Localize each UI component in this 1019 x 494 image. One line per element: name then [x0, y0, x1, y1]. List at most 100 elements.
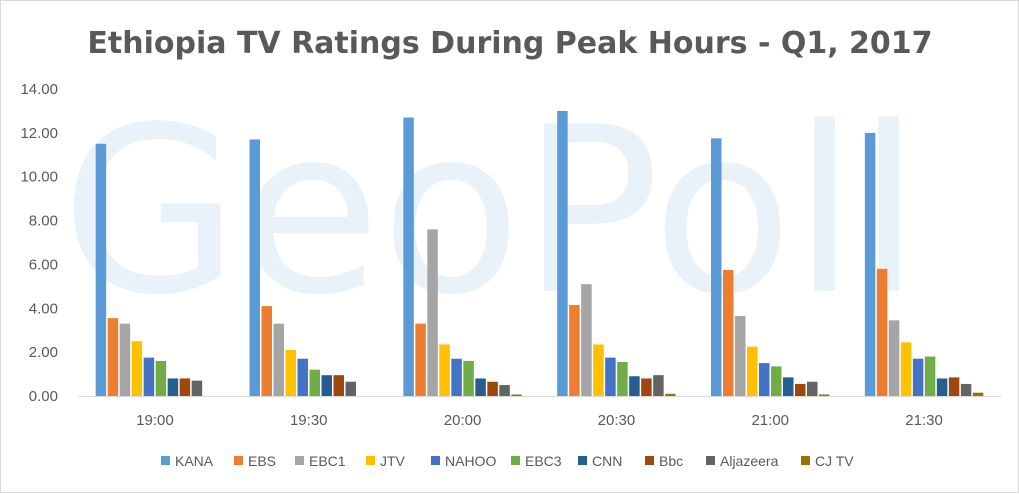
- chart-title: Ethiopia TV Ratings During Peak Hours - …: [87, 26, 932, 61]
- bar: [665, 393, 676, 396]
- legend-label: Bbc: [659, 453, 683, 469]
- legend-label: CNN: [592, 453, 622, 469]
- bar: [747, 346, 758, 396]
- bar: [819, 394, 830, 396]
- y-tick-label: 2.00: [29, 344, 58, 361]
- bar: [617, 362, 628, 396]
- bar: [261, 306, 272, 396]
- x-tick-label: 21:30: [905, 412, 943, 429]
- x-axis: 19:00 19:30 20:00 20:30 21:00 21:30: [136, 412, 943, 429]
- bar: [924, 356, 936, 396]
- bar: [807, 381, 818, 396]
- bar: [285, 349, 296, 396]
- legend-label: CJ TV: [815, 453, 854, 469]
- legend-swatch: [578, 456, 587, 465]
- bar: [131, 341, 143, 396]
- bar: [605, 357, 616, 396]
- bar: [179, 378, 191, 396]
- legend-swatch: [295, 456, 304, 465]
- y-tick-label: 12.00: [20, 125, 58, 142]
- bar: [771, 366, 782, 396]
- bar: [569, 304, 580, 396]
- bar: [95, 143, 107, 396]
- bar: [511, 394, 522, 396]
- x-tick-label: 20:30: [598, 412, 636, 429]
- y-tick-label: 8.00: [29, 213, 58, 230]
- legend: KANA EBS EBC1 JTV NAHOO EBC3 CNN Bbc Aljazeera CJ…: [161, 453, 854, 469]
- plot-area: [95, 110, 984, 396]
- bar: [427, 229, 438, 396]
- bar: [948, 377, 960, 396]
- legend-label: Aljazeera: [720, 453, 779, 469]
- bar: [653, 375, 664, 396]
- legend-swatch: [161, 456, 170, 465]
- bar: [119, 323, 131, 396]
- bar: [864, 132, 876, 396]
- legend-swatch: [706, 456, 715, 465]
- legend-label: NAHOO: [445, 453, 496, 469]
- bar: [641, 378, 652, 396]
- legend-label: EBS: [248, 453, 276, 469]
- bar: [155, 360, 167, 396]
- legend-swatch: [801, 456, 810, 465]
- legend-swatch: [431, 456, 440, 465]
- legend-swatch: [645, 456, 654, 465]
- bar: [143, 357, 155, 396]
- bar: [487, 381, 498, 396]
- bar: [309, 369, 320, 396]
- x-tick-label: 19:00: [136, 412, 174, 429]
- bar: [593, 344, 604, 396]
- bar: [451, 358, 462, 396]
- y-tick-label: 10.00: [20, 169, 58, 186]
- y-axis: 0.00 2.00 4.00 6.00 8.00 10.00 12.00 14.00: [20, 81, 58, 405]
- bar: [463, 360, 474, 396]
- bar: [876, 268, 888, 396]
- bar: [167, 378, 179, 396]
- bar: [711, 138, 722, 396]
- bar: [475, 378, 486, 396]
- bar: [439, 344, 450, 396]
- x-tick-label: 20:00: [444, 412, 482, 429]
- legend-swatch: [234, 456, 243, 465]
- bar: [888, 320, 900, 396]
- bar: [900, 342, 912, 396]
- bar: [936, 378, 948, 396]
- y-tick-label: 14.00: [20, 81, 58, 98]
- bar: [403, 117, 414, 396]
- bar: [972, 392, 984, 396]
- bar: [107, 318, 119, 396]
- x-tick-label: 21:00: [751, 412, 789, 429]
- bar: [960, 383, 972, 396]
- bar: [345, 381, 356, 396]
- bar: [297, 358, 308, 396]
- legend-swatch: [366, 456, 375, 465]
- bar: [499, 385, 510, 396]
- bar: [629, 376, 640, 396]
- legend-label: EBC1: [309, 453, 346, 469]
- legend-label: JTV: [380, 453, 406, 469]
- bar: [581, 284, 592, 396]
- bar: [759, 363, 770, 396]
- bar: [273, 323, 284, 396]
- bar: [723, 269, 734, 396]
- y-tick-label: 6.00: [29, 256, 58, 273]
- legend-label: EBC3: [525, 453, 562, 469]
- bar: [333, 375, 344, 396]
- bar: [912, 358, 924, 396]
- bar: [795, 383, 806, 396]
- bar: [249, 139, 260, 396]
- bar: [191, 380, 203, 396]
- y-tick-label: 4.00: [29, 300, 58, 317]
- bar: [321, 375, 332, 396]
- bar: [783, 377, 794, 396]
- legend-swatch: [511, 456, 520, 465]
- x-tick-label: 19:30: [290, 412, 328, 429]
- bar: [557, 110, 568, 396]
- watermark-text: GeoPoll: [61, 79, 920, 346]
- y-tick-label: 0.00: [29, 388, 58, 405]
- bar: [415, 323, 426, 396]
- bar: [735, 315, 746, 396]
- legend-label: KANA: [175, 453, 214, 469]
